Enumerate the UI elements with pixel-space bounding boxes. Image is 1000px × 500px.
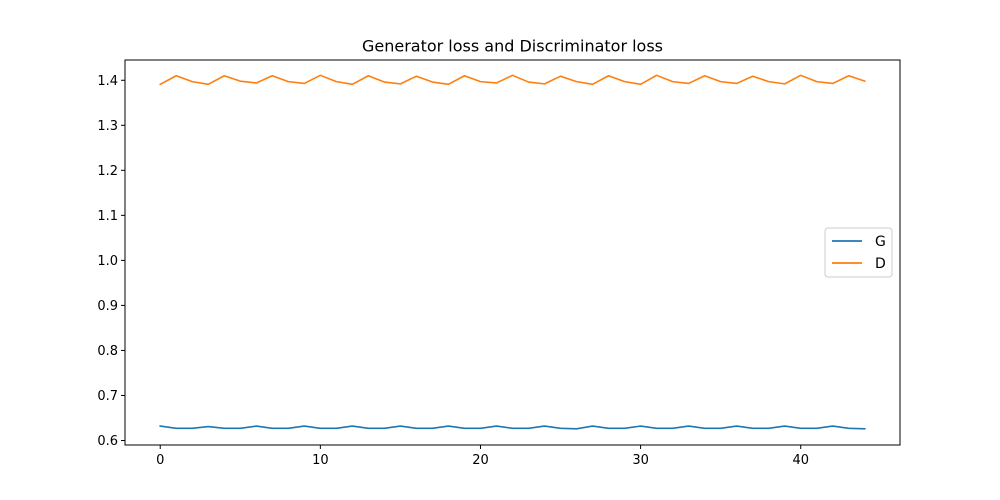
y-tick-label: 0.7	[97, 389, 118, 404]
legend-label-g: G	[875, 234, 886, 250]
y-tick-label: 0.8	[97, 344, 118, 359]
y-tick-label: 1.2	[97, 164, 118, 179]
y-tick-label: 0.6	[97, 434, 118, 449]
plot-area	[159, 74, 866, 430]
y-tick-label: 0.9	[97, 299, 118, 314]
y-axis: 0.6 0.7 0.8 0.9 1.0 1.1 1.2 1.3 1.4	[97, 74, 125, 449]
y-tick-label: 1.1	[97, 209, 118, 224]
x-tick-label: 20	[472, 453, 489, 468]
y-tick-label: 1.3	[97, 119, 118, 134]
series-line-g	[159, 425, 866, 430]
x-axis: 0 10 20 30 40	[156, 445, 809, 468]
chart-title: Generator loss and Discriminator loss	[362, 37, 663, 56]
y-tick-label: 1.4	[97, 74, 118, 89]
axes-frame	[124, 59, 901, 446]
legend-label-d: D	[875, 256, 886, 272]
series-line-d	[159, 74, 866, 86]
x-tick-label: 0	[156, 453, 164, 468]
x-tick-label: 40	[792, 453, 809, 468]
legend: GD	[824, 227, 893, 278]
x-tick-label: 30	[632, 453, 649, 468]
y-tick-label: 1.0	[97, 254, 118, 269]
x-tick-label: 10	[312, 453, 329, 468]
